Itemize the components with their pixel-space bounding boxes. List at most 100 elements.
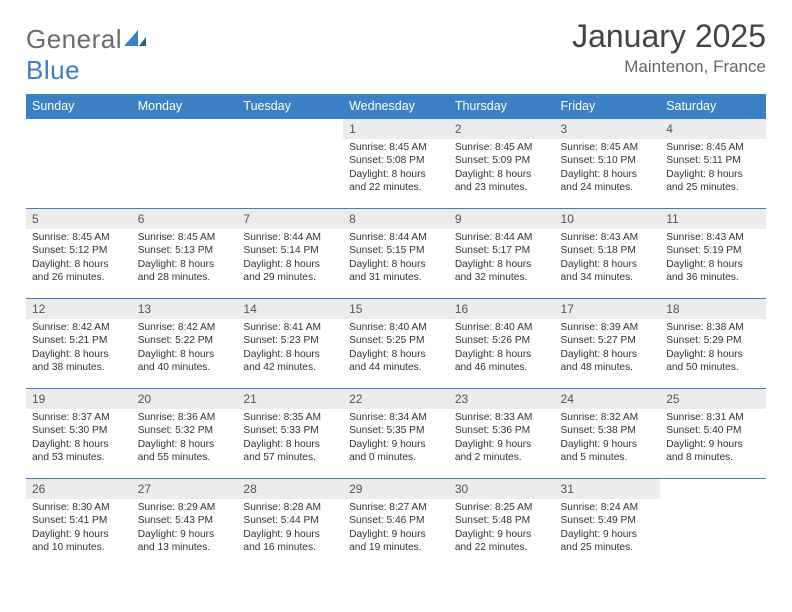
day-number: 20 [132,389,238,409]
day-number: 3 [555,119,661,139]
day-number: 16 [449,299,555,319]
day-details: Sunrise: 8:45 AMSunset: 5:13 PMDaylight:… [132,229,238,289]
day-number: 17 [555,299,661,319]
brand-part2: Blue [26,55,80,85]
calendar-cell: 1Sunrise: 8:45 AMSunset: 5:08 PMDaylight… [343,119,449,209]
day-number: 8 [343,209,449,229]
brand-part1: General [26,24,122,54]
calendar-cell: 25Sunrise: 8:31 AMSunset: 5:40 PMDayligh… [660,389,766,479]
day-number: 5 [26,209,132,229]
day-details: Sunrise: 8:33 AMSunset: 5:36 PMDaylight:… [449,409,555,469]
calendar-cell: 13Sunrise: 8:42 AMSunset: 5:22 PMDayligh… [132,299,238,389]
day-number: 14 [237,299,343,319]
day-number: 19 [26,389,132,409]
calendar-cell: 10Sunrise: 8:43 AMSunset: 5:18 PMDayligh… [555,209,661,299]
day-details: Sunrise: 8:39 AMSunset: 5:27 PMDaylight:… [555,319,661,379]
day-number: 12 [26,299,132,319]
day-details: Sunrise: 8:34 AMSunset: 5:35 PMDaylight:… [343,409,449,469]
day-details: Sunrise: 8:40 AMSunset: 5:25 PMDaylight:… [343,319,449,379]
day-details: Sunrise: 8:28 AMSunset: 5:44 PMDaylight:… [237,499,343,559]
month-title: January 2025 [572,18,766,55]
day-number: 1 [343,119,449,139]
calendar-cell: 2Sunrise: 8:45 AMSunset: 5:09 PMDaylight… [449,119,555,209]
calendar-cell: 20Sunrise: 8:36 AMSunset: 5:32 PMDayligh… [132,389,238,479]
day-number: 28 [237,479,343,499]
day-number: 29 [343,479,449,499]
day-number: 23 [449,389,555,409]
day-details: Sunrise: 8:44 AMSunset: 5:14 PMDaylight:… [237,229,343,289]
calendar-cell: 16Sunrise: 8:40 AMSunset: 5:26 PMDayligh… [449,299,555,389]
day-details: Sunrise: 8:29 AMSunset: 5:43 PMDaylight:… [132,499,238,559]
day-number: 31 [555,479,661,499]
day-details: Sunrise: 8:44 AMSunset: 5:17 PMDaylight:… [449,229,555,289]
calendar-cell: 4Sunrise: 8:45 AMSunset: 5:11 PMDaylight… [660,119,766,209]
day-details: Sunrise: 8:43 AMSunset: 5:18 PMDaylight:… [555,229,661,289]
calendar-cell: 8Sunrise: 8:44 AMSunset: 5:15 PMDaylight… [343,209,449,299]
calendar-cell: 28Sunrise: 8:28 AMSunset: 5:44 PMDayligh… [237,479,343,569]
brand-logo: General Blue [26,18,146,86]
logo-sail-icon [124,24,146,55]
calendar-cell: 23Sunrise: 8:33 AMSunset: 5:36 PMDayligh… [449,389,555,479]
day-details: Sunrise: 8:35 AMSunset: 5:33 PMDaylight:… [237,409,343,469]
calendar-cell [26,119,132,209]
day-details: Sunrise: 8:42 AMSunset: 5:21 PMDaylight:… [26,319,132,379]
weekday-header: Thursday [449,94,555,119]
day-details: Sunrise: 8:45 AMSunset: 5:10 PMDaylight:… [555,139,661,199]
calendar-cell: 21Sunrise: 8:35 AMSunset: 5:33 PMDayligh… [237,389,343,479]
day-details: Sunrise: 8:43 AMSunset: 5:19 PMDaylight:… [660,229,766,289]
calendar-cell: 30Sunrise: 8:25 AMSunset: 5:48 PMDayligh… [449,479,555,569]
day-number: 27 [132,479,238,499]
calendar-table: SundayMondayTuesdayWednesdayThursdayFrid… [26,94,766,569]
day-number: 22 [343,389,449,409]
day-number: 15 [343,299,449,319]
day-details: Sunrise: 8:45 AMSunset: 5:09 PMDaylight:… [449,139,555,199]
day-number: 13 [132,299,238,319]
day-number: 10 [555,209,661,229]
weekday-header: Saturday [660,94,766,119]
day-details: Sunrise: 8:40 AMSunset: 5:26 PMDaylight:… [449,319,555,379]
calendar-cell: 6Sunrise: 8:45 AMSunset: 5:13 PMDaylight… [132,209,238,299]
day-details: Sunrise: 8:38 AMSunset: 5:29 PMDaylight:… [660,319,766,379]
calendar-cell: 11Sunrise: 8:43 AMSunset: 5:19 PMDayligh… [660,209,766,299]
calendar-cell: 19Sunrise: 8:37 AMSunset: 5:30 PMDayligh… [26,389,132,479]
day-number: 24 [555,389,661,409]
calendar-cell: 18Sunrise: 8:38 AMSunset: 5:29 PMDayligh… [660,299,766,389]
day-number: 7 [237,209,343,229]
day-details: Sunrise: 8:37 AMSunset: 5:30 PMDaylight:… [26,409,132,469]
calendar-cell: 31Sunrise: 8:24 AMSunset: 5:49 PMDayligh… [555,479,661,569]
day-details: Sunrise: 8:45 AMSunset: 5:12 PMDaylight:… [26,229,132,289]
weekday-header: Sunday [26,94,132,119]
location-label: Maintenon, France [572,57,766,77]
day-details: Sunrise: 8:31 AMSunset: 5:40 PMDaylight:… [660,409,766,469]
day-details: Sunrise: 8:36 AMSunset: 5:32 PMDaylight:… [132,409,238,469]
calendar-cell: 26Sunrise: 8:30 AMSunset: 5:41 PMDayligh… [26,479,132,569]
day-number: 21 [237,389,343,409]
day-details: Sunrise: 8:41 AMSunset: 5:23 PMDaylight:… [237,319,343,379]
calendar-cell: 27Sunrise: 8:29 AMSunset: 5:43 PMDayligh… [132,479,238,569]
calendar-cell: 24Sunrise: 8:32 AMSunset: 5:38 PMDayligh… [555,389,661,479]
day-details: Sunrise: 8:24 AMSunset: 5:49 PMDaylight:… [555,499,661,559]
calendar-cell [132,119,238,209]
day-number: 6 [132,209,238,229]
day-number: 4 [660,119,766,139]
calendar-cell: 9Sunrise: 8:44 AMSunset: 5:17 PMDaylight… [449,209,555,299]
calendar-cell: 5Sunrise: 8:45 AMSunset: 5:12 PMDaylight… [26,209,132,299]
day-number: 26 [26,479,132,499]
day-number: 25 [660,389,766,409]
weekday-header: Friday [555,94,661,119]
calendar-cell: 15Sunrise: 8:40 AMSunset: 5:25 PMDayligh… [343,299,449,389]
day-details: Sunrise: 8:32 AMSunset: 5:38 PMDaylight:… [555,409,661,469]
calendar-cell: 17Sunrise: 8:39 AMSunset: 5:27 PMDayligh… [555,299,661,389]
day-details: Sunrise: 8:45 AMSunset: 5:11 PMDaylight:… [660,139,766,199]
day-details: Sunrise: 8:45 AMSunset: 5:08 PMDaylight:… [343,139,449,199]
calendar-cell: 12Sunrise: 8:42 AMSunset: 5:21 PMDayligh… [26,299,132,389]
day-details: Sunrise: 8:27 AMSunset: 5:46 PMDaylight:… [343,499,449,559]
calendar-cell: 29Sunrise: 8:27 AMSunset: 5:46 PMDayligh… [343,479,449,569]
calendar-cell: 7Sunrise: 8:44 AMSunset: 5:14 PMDaylight… [237,209,343,299]
calendar-cell [660,479,766,569]
day-details: Sunrise: 8:25 AMSunset: 5:48 PMDaylight:… [449,499,555,559]
day-details: Sunrise: 8:42 AMSunset: 5:22 PMDaylight:… [132,319,238,379]
day-number: 11 [660,209,766,229]
weekday-header: Tuesday [237,94,343,119]
day-number: 30 [449,479,555,499]
